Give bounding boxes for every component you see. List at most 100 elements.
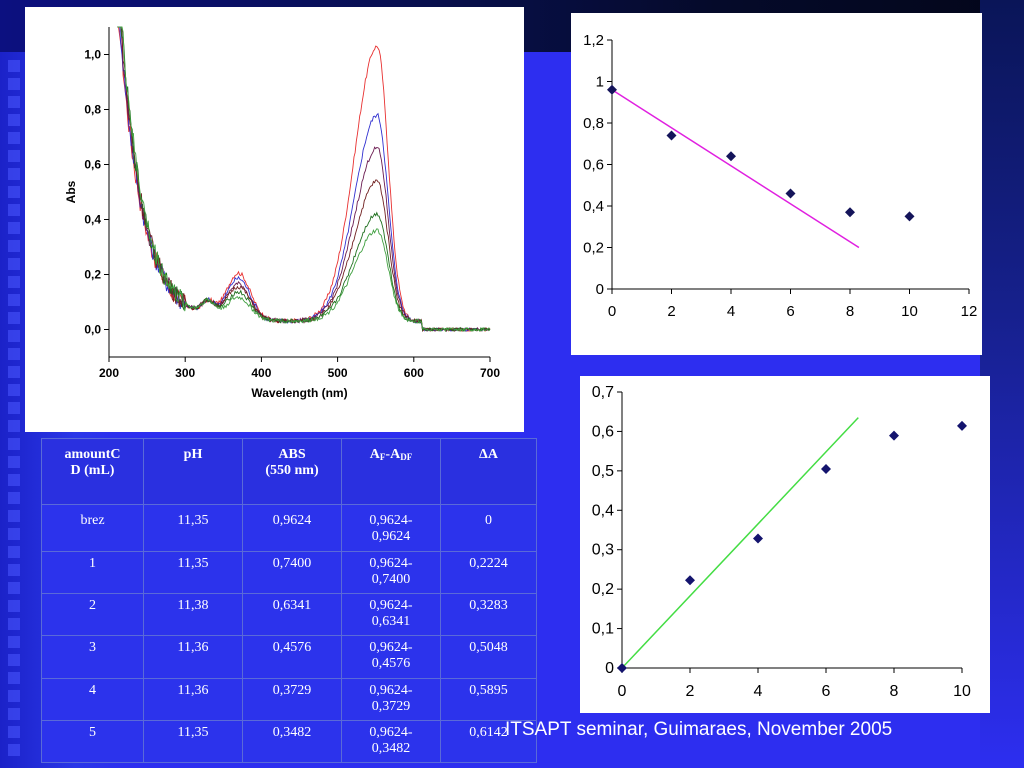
cell-diff-line2: 0,3729 bbox=[371, 698, 411, 714]
cell-diff-line2: 0,4576 bbox=[371, 656, 411, 672]
stripe-square bbox=[8, 420, 20, 432]
y-tick-label: 0,4 bbox=[84, 213, 101, 227]
y-tick-label: 0,6 bbox=[592, 423, 614, 440]
spectrum-chart-panel: 0,0 0,2 0,4 0,6 0,8 1,0 200 300 400 500 600 700 Wave… bbox=[25, 7, 524, 432]
cell-diff-line2: 0,6341 bbox=[371, 614, 411, 630]
y-axis-label: Abs bbox=[64, 180, 78, 203]
cell-diff: 0,9624- 0,3729 bbox=[341, 677, 441, 721]
spectrum-series-line bbox=[117, 26, 491, 333]
header-amount: amountC D (mL) bbox=[41, 438, 144, 505]
data-point bbox=[617, 663, 627, 673]
data-point bbox=[685, 575, 695, 586]
trendline bbox=[621, 417, 859, 669]
cell-diff: 0,9624- 0,7400 bbox=[341, 551, 441, 595]
spectrum-chart: 0,0 0,2 0,4 0,6 0,8 1,0 200 300 400 500 600 700 Wave… bbox=[64, 26, 500, 400]
cell-abs-value: 0,4576 bbox=[272, 640, 312, 656]
stripe-square bbox=[8, 150, 20, 162]
y-tick-label: 0,4 bbox=[583, 198, 604, 215]
cell-ph: 11,35 bbox=[143, 551, 243, 595]
x-tick-label: 600 bbox=[404, 366, 424, 380]
data-point bbox=[957, 420, 967, 431]
trendline bbox=[611, 89, 860, 249]
cell-abs-value: 0,3729 bbox=[272, 682, 312, 698]
y-tick-label: 0,2 bbox=[84, 268, 101, 282]
x-tick-label: 500 bbox=[328, 366, 348, 380]
x-tick-label: 4 bbox=[754, 683, 763, 700]
cell-ph: 11,38 bbox=[143, 593, 243, 637]
stripe-square bbox=[8, 78, 20, 90]
stripe-square bbox=[8, 456, 20, 468]
y-tick-label: 0,6 bbox=[583, 157, 604, 174]
x-tick-label: 8 bbox=[890, 683, 899, 700]
cell-amount-value: 5 bbox=[89, 724, 96, 740]
cell-abs: 0,9624 bbox=[242, 503, 342, 553]
cell-delta: 0,6142 bbox=[440, 719, 537, 764]
cell-amount: 5 bbox=[41, 719, 144, 764]
cell-delta-value: 0,6142 bbox=[469, 724, 508, 740]
cell-abs: 0,6341 bbox=[242, 593, 342, 637]
stripe-square bbox=[8, 222, 20, 234]
stripe-square bbox=[8, 726, 20, 738]
cell-abs-value: 0,9624 bbox=[272, 513, 312, 528]
stripe-square bbox=[8, 240, 20, 252]
cell-abs: 0,4576 bbox=[242, 635, 342, 679]
header-diff: AF-ADF bbox=[341, 438, 441, 505]
stripe-square bbox=[8, 672, 20, 684]
stripe-square bbox=[8, 366, 20, 378]
cell-ph-value: 11,36 bbox=[177, 640, 209, 656]
x-axis-label: Wavelength (nm) bbox=[251, 386, 347, 400]
table-row: 3 11,36 0,4576 0,9624- 0,4576 0,5048 bbox=[41, 635, 537, 679]
cell-amount-value: 3 bbox=[89, 640, 96, 656]
data-point bbox=[889, 430, 899, 441]
header-delta: ΔA bbox=[440, 438, 537, 505]
stripe-square bbox=[8, 186, 20, 198]
header-amount-line2: D (mL) bbox=[70, 463, 115, 478]
cell-abs: 0,3482 bbox=[242, 719, 342, 764]
cell-diff-line1: 0,9624- bbox=[369, 598, 413, 614]
stripe-square bbox=[8, 60, 20, 72]
data-point bbox=[904, 211, 915, 222]
x-tick-label: 8 bbox=[846, 303, 854, 320]
stripe-square bbox=[8, 744, 20, 756]
data-point bbox=[845, 207, 855, 218]
table-row: 5 11,35 0,3482 0,9624- 0,3482 0,6142 bbox=[41, 719, 537, 764]
abs-vs-amount-chart: 0 0,2 0,4 0,6 0,8 1 1,2 0 2 4 6 8 10 12 bbox=[583, 32, 977, 320]
cell-ph: 11,35 bbox=[143, 503, 243, 553]
cell-abs: 0,3729 bbox=[242, 677, 342, 721]
stripe-square bbox=[8, 492, 20, 504]
table-row: 4 11,36 0,3729 0,9624- 0,3729 0,5895 bbox=[41, 677, 537, 721]
data-point bbox=[666, 130, 677, 141]
cell-amount: 1 bbox=[41, 551, 144, 595]
cell-abs: 0,7400 bbox=[242, 551, 342, 595]
table-row: 2 11,38 0,6341 0,9624- 0,6341 0,3283 bbox=[41, 593, 537, 637]
cell-diff-line2: 0,3482 bbox=[371, 740, 411, 756]
cell-amount-value: brez bbox=[80, 513, 105, 528]
header-ph-label: pH bbox=[183, 447, 203, 462]
stripe-square bbox=[8, 96, 20, 108]
stripe-square bbox=[8, 564, 20, 576]
header-ph: pH bbox=[143, 438, 243, 505]
header-diff-sub1: F bbox=[379, 452, 386, 462]
y-tick-label: 0,1 bbox=[592, 621, 614, 638]
cell-ph-value: 11,36 bbox=[177, 682, 209, 698]
cell-diff-line1: 0,9624- bbox=[369, 724, 413, 740]
cell-abs-value: 0,6341 bbox=[272, 598, 312, 614]
y-tick-label: 0 bbox=[605, 660, 614, 677]
data-point bbox=[607, 84, 617, 95]
stripe-square bbox=[8, 690, 20, 702]
cell-ph-value: 11,35 bbox=[177, 513, 209, 528]
stripe-square bbox=[8, 330, 20, 342]
y-tick-label: 0,7 bbox=[592, 384, 614, 401]
cell-ph: 11,36 bbox=[143, 677, 243, 721]
y-tick-label: 0,5 bbox=[592, 463, 614, 480]
spectrum-series-line bbox=[117, 26, 491, 332]
cell-amount: 4 bbox=[41, 677, 144, 721]
cell-delta-value: 0,5895 bbox=[469, 682, 508, 698]
spectrum-series-line bbox=[117, 26, 491, 332]
y-tick-label: 1 bbox=[596, 74, 604, 91]
stripe-square bbox=[8, 114, 20, 126]
cell-amount: 2 bbox=[41, 593, 144, 637]
spectrum-series-line bbox=[117, 26, 491, 332]
cell-amount-value: 1 bbox=[89, 556, 96, 572]
data-point bbox=[753, 533, 763, 544]
